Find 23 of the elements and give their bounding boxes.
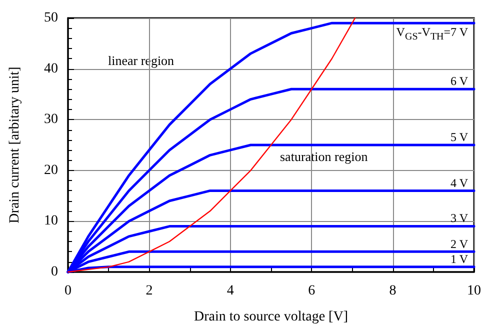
series-label: 5 V — [450, 130, 468, 144]
annotation: linear region — [108, 53, 175, 68]
x-tick-label: 0 — [64, 284, 72, 298]
annotation: saturation region — [280, 149, 368, 164]
y-tick-label: 0 — [51, 264, 58, 280]
y-tick-label: 10 — [44, 214, 58, 229]
series-label: 2 V — [450, 236, 468, 251]
x-tick-label: 4 — [226, 284, 234, 298]
series-label: 4 V — [450, 176, 468, 190]
series-label: 1 V — [450, 252, 468, 266]
series-label: 3 V — [450, 211, 468, 226]
y-tick-label: 30 — [44, 112, 58, 128]
y-tick-label: 40 — [44, 61, 58, 76]
series-label: 6 V — [450, 74, 468, 88]
y-axis-title: Drain current [arbitary unit] — [8, 66, 22, 224]
x-tick-label: 6 — [308, 284, 316, 298]
series-label: V$_{GS}$-V$_{TH}$=7 V — [396, 25, 468, 44]
x-tick-label: 8 — [389, 284, 396, 298]
y-tick-label: 20 — [44, 162, 58, 178]
y-tick-label: 50 — [44, 10, 58, 26]
x-axis-title: Drain to source voltage [V] — [194, 310, 348, 324]
x-tick-label: 2 — [146, 284, 153, 298]
x-tick-label: 10 — [467, 284, 481, 298]
